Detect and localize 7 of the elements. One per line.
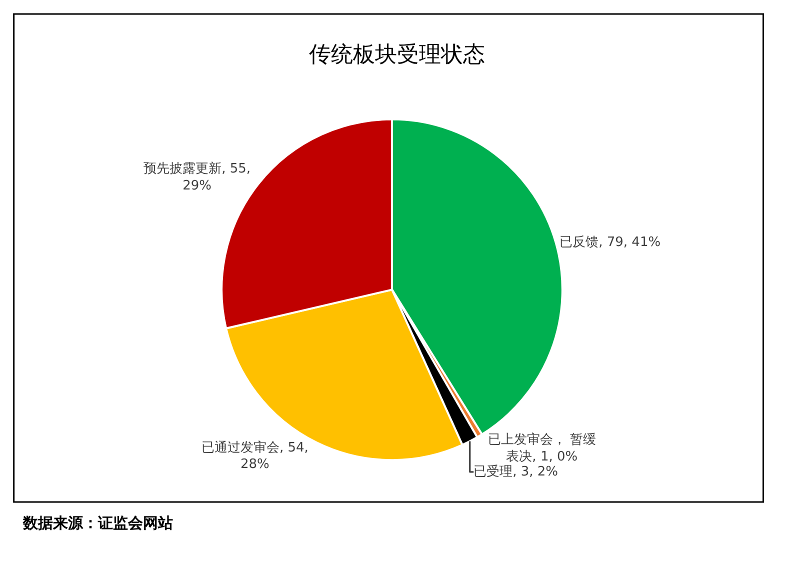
slice-label: 已上发审会， 暂缓表决, 1, 0%: [488, 431, 596, 464]
slice-label: 预先披露更新, 55, 29%: [144, 162, 251, 194]
chart-title: 传统板块受理状态: [309, 42, 485, 68]
slice-label: 已通过发审会, 54, 28%: [201, 439, 308, 472]
slice-label: 已反馈, 79, 41%: [560, 234, 661, 250]
source-note: 数据来源：证监会网站: [22, 514, 173, 532]
slice-label: 已受理, 3, 2%: [474, 464, 558, 480]
